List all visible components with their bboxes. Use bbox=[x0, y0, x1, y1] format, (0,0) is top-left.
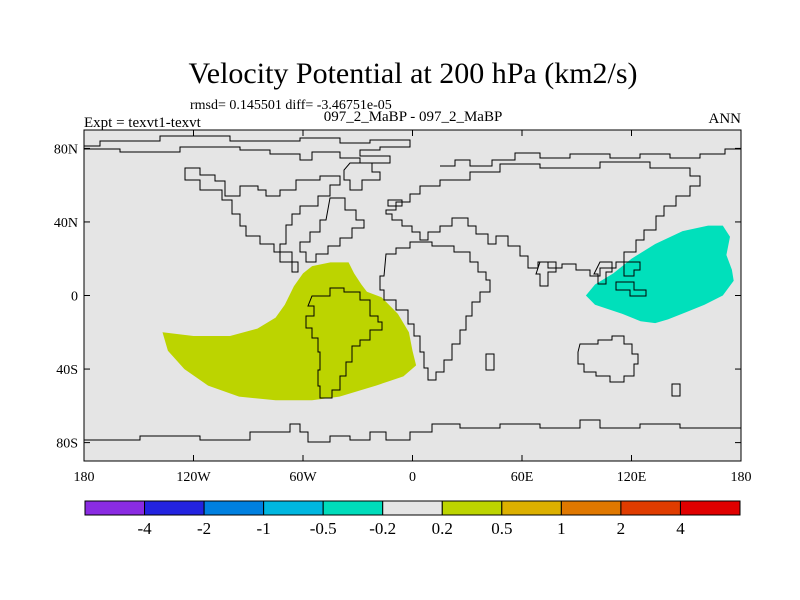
coastline-segment bbox=[379, 241, 491, 381]
left-label: Expt = texvt1-texvt bbox=[84, 115, 202, 131]
coastline-segment bbox=[343, 162, 381, 191]
colorbar-swatch bbox=[84, 500, 146, 516]
y-tick-label: 40N bbox=[54, 216, 78, 231]
plot-area bbox=[83, 129, 742, 462]
coastline-segment bbox=[84, 135, 411, 164]
coastline-segment bbox=[615, 281, 647, 297]
x-tick-label: 180 bbox=[74, 470, 95, 485]
colorbar-swatch bbox=[144, 500, 205, 516]
x-tick-label: 60W bbox=[289, 470, 317, 485]
coastline-segment bbox=[305, 287, 383, 399]
colorbar-swatch bbox=[501, 500, 562, 516]
colorbar-label: 1 bbox=[557, 519, 566, 538]
coastline-segment bbox=[535, 261, 557, 287]
coastline-segment bbox=[299, 197, 365, 263]
stats-text: rmsd= 0.145501 diff= -3.46751e-05 bbox=[190, 98, 392, 113]
colorbar-swatch bbox=[441, 500, 503, 516]
colorbar-label: 0.5 bbox=[491, 519, 512, 538]
x-tick-label: 120E bbox=[617, 470, 647, 485]
colorbar-label: -2 bbox=[197, 519, 211, 538]
coastline-segment bbox=[671, 383, 681, 397]
y-tick-label: 40S bbox=[56, 363, 78, 378]
coastline-segment bbox=[84, 419, 741, 443]
coastline-segment bbox=[485, 353, 495, 371]
colorbar-label: 2 bbox=[617, 519, 626, 538]
coastline-segment bbox=[577, 335, 639, 383]
x-tick-label: 120W bbox=[176, 470, 211, 485]
coastline-segment bbox=[440, 148, 741, 167]
y-tick-label: 80S bbox=[56, 437, 78, 452]
y-axis: 80N 40N 0 40S 80S bbox=[54, 142, 741, 452]
chart-title: Velocity Potential at 200 hPa (km2/s) bbox=[188, 57, 637, 90]
colorbar-swatch bbox=[382, 500, 443, 516]
colorbar-swatch bbox=[203, 500, 265, 516]
coastlines bbox=[84, 135, 741, 443]
coastline-segment bbox=[593, 261, 613, 285]
x-axis: 180 120W 60W 0 60E 120E 180 bbox=[74, 130, 752, 485]
colorbar-label: -4 bbox=[137, 519, 152, 538]
colorbar: -4 -2 -1 -0.5 -0.2 0.2 0.5 1 2 4 bbox=[84, 500, 741, 538]
center-label: 097_2_MaBP - 097_2_MaBP bbox=[324, 109, 503, 125]
x-tick-label: 180 bbox=[731, 470, 752, 485]
colorbar-label: 0.2 bbox=[432, 519, 453, 538]
colorbar-swatch bbox=[620, 500, 681, 516]
x-tick-label: 0 bbox=[409, 470, 416, 485]
colorbar-label: -0.5 bbox=[310, 519, 337, 538]
colorbar-swatch bbox=[679, 500, 741, 516]
x-tick-label: 60E bbox=[511, 470, 534, 485]
colorbar-label: -1 bbox=[257, 519, 271, 538]
coastline-segment bbox=[385, 161, 701, 277]
right-label: ANN bbox=[709, 111, 742, 127]
y-tick-label: 0 bbox=[71, 290, 78, 305]
coastline-segment bbox=[184, 167, 341, 273]
colorbar-label: -0.2 bbox=[369, 519, 396, 538]
colorbar-label: 4 bbox=[676, 519, 685, 538]
colorbar-swatch bbox=[560, 500, 622, 516]
coastline-segment bbox=[623, 261, 641, 277]
positive-anomaly-region bbox=[162, 262, 417, 401]
colorbar-swatch bbox=[263, 500, 324, 516]
y-tick-label: 80N bbox=[54, 142, 78, 157]
colorbar-swatch bbox=[322, 500, 384, 516]
coastline-segment bbox=[387, 199, 403, 207]
negative-anomaly-region bbox=[585, 225, 734, 324]
